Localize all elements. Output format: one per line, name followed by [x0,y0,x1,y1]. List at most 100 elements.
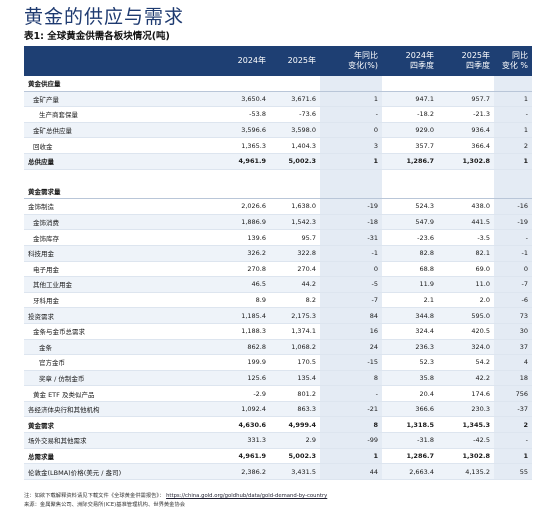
table-cell: 270.8 [210,261,270,278]
table-cell: - [494,432,532,449]
table-cell: -1 [320,245,382,262]
table-cell: 366.6 [382,401,438,418]
table-cell: 42.2 [438,370,494,387]
row-label: 投资需求 [24,307,210,324]
table-row: 总供应量 4,961.9 5,002.3 1 1,286.7 1,302.8 1 [24,153,532,170]
row-label: 金饰制造 [24,198,210,215]
table-cell: 44 [320,463,382,480]
table-cell: 230.3 [438,401,494,418]
row-label: 金矿总供应量 [24,122,210,139]
table-cell: 54.2 [438,354,494,371]
row-label: 伦敦金(LBMA)价格(美元 / 盎司) [24,463,210,480]
table-cell: 37 [494,339,532,356]
row-label: 金矿产量 [24,91,210,108]
table-cell: 326.2 [210,245,270,262]
row-label: 总需求量 [24,448,210,465]
row-label: 金条与金币总需求 [24,323,210,340]
table-cell: 1,318.5 [382,416,438,434]
table-cell: -37 [494,401,532,418]
table-cell: - [320,106,382,123]
row-label [24,169,210,184]
table-cell: -21.3 [438,106,494,123]
table-cell: 3,650.4 [210,91,270,108]
table-cell: -53.8 [210,106,270,123]
table-cell: 24 [320,339,382,356]
table-cell: 52.3 [382,354,438,371]
table-cell: 3,596.6 [210,122,270,139]
row-label: 奖章 / 仿制金币 [24,370,210,387]
table-cell [210,183,270,200]
table-cell: 1,365.3 [210,137,270,154]
table-cell: - [494,229,532,246]
table-row: 奖章 / 仿制金币 125.6 135.4 8 35.8 42.2 18 [24,370,532,387]
table-cell: 2,175.3 [270,307,320,324]
table-cell: 863.3 [270,401,320,418]
table-row: 黄金需求 4,630.6 4,999.4 8 1,318.5 1,345.3 2 [24,416,532,434]
table-cell: 4,961.9 [210,153,270,170]
table-row: 各经济体央行和其他机构 1,092.4 863.3 -21 366.6 230.3 -37 [24,401,532,418]
table-cell: 2,026.6 [210,198,270,215]
table-cell: 1,886.9 [210,214,270,231]
table-cell: 1,068.2 [270,339,320,356]
column-header: 同比 变化 % [501,51,528,70]
table-cell: 11.9 [382,276,438,293]
row-label: 生产商套保量 [24,106,210,123]
table-cell: -19 [320,198,382,215]
table-cell: 236.3 [382,339,438,356]
table-cell: 524.3 [382,198,438,215]
table-cell: 1,404.3 [270,137,320,154]
table-row: 投资需求 1,185.4 2,175.3 84 344.8 595.0 73 [24,307,532,324]
table-cell: 344.8 [382,307,438,324]
table-cell: -3.5 [438,229,494,246]
table-body: 黄金供应量 金矿产量 3,650.4 3,671.6 1 947.1 957.7 1 生产商套保… [24,76,532,480]
header-row: 2024年 2025年 年同比 变化(%) 2024年 四季度 2025年 四季度 同比 变化 % [24,46,532,76]
table-row: 金饰消费 1,886.9 1,542.3 -18 547.9 441.5 -19 [24,214,532,231]
table-row: 电子用金 270.8 270.4 0 68.8 69.0 0 [24,261,532,278]
table-cell: -6 [494,292,532,309]
table-cell: 2,386.2 [210,463,270,480]
table-cell: 547.9 [382,214,438,231]
table-cell: -1 [494,245,532,262]
table-cell: -42.5 [438,432,494,449]
table-cell: -31 [320,229,382,246]
row-label: 回收金 [24,137,210,154]
table-cell: -21 [320,401,382,418]
table-cell: 1 [320,91,382,108]
table-cell: 2.9 [270,432,320,449]
table-cell: 0 [320,122,382,139]
table-cell: 44.2 [270,276,320,293]
table-cell: 1,092.4 [210,401,270,418]
table-cell: 595.0 [438,307,494,324]
column-header: 2025年 [287,56,316,65]
supply-demand-table: 2024年 2025年 年同比 变化(%) 2024年 四季度 2025年 四季度 同比 变化 %… [24,46,532,480]
table-cell: 1 [494,122,532,139]
table-row: 金饰库存 139.6 95.7 -31 -23.6 -3.5- [24,229,532,246]
table-cell: 322.8 [270,245,320,262]
download-link[interactable]: https://china.gold.org/goldhub/data/gold… [166,493,328,499]
row-label: 各经济体央行和其他机构 [24,401,210,418]
table-row: 金矿总供应量 3,596.6 3,598.0 0 929.0 936.4 1 [24,122,532,139]
table-cell: 1,638.0 [270,198,320,215]
table-cell: 270.4 [270,261,320,278]
table-header: 2024年 2025年 年同比 变化(%) 2024年 四季度 2025年 四季度 同比 变化 % [24,46,532,76]
table-cell [438,169,494,184]
table-cell: 8.2 [270,292,320,309]
table-cell: -19 [494,214,532,231]
table-row: 伦敦金(LBMA)价格(美元 / 盎司) 2,386.2 3,431.5 44 2,66… [24,463,532,480]
table-cell: - [320,385,382,402]
table-cell [438,76,494,92]
table-cell: 8 [320,370,382,387]
table-cell: 82.8 [382,245,438,262]
table-caption: 表1: 全球黄金供需各板块情况(吨) [24,31,170,42]
table-row: 科技用金 326.2 322.8 -1 82.8 82.1 -1 [24,245,532,262]
row-label: 黄金需求量 [24,183,210,200]
table-cell: 135.4 [270,370,320,387]
table-cell: 35.8 [382,370,438,387]
table-cell: 84 [320,307,382,324]
footnote-source: 来源：金属聚焦公司、洲际交易所(ICE)基准管理机构、世界黄金协会 [24,501,186,508]
table-cell: 3,431.5 [270,463,320,480]
table-cell: 1,188.3 [210,323,270,340]
table-cell: 2 [494,416,532,434]
table-cell [382,183,438,200]
